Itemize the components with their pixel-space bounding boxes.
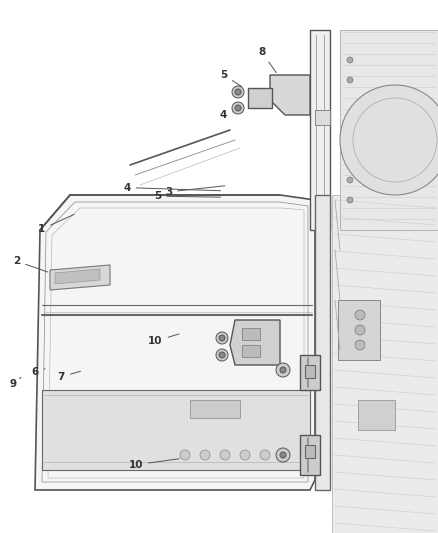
Text: 10: 10: [128, 459, 179, 470]
Circle shape: [347, 77, 353, 83]
Text: 10: 10: [148, 334, 179, 346]
Polygon shape: [340, 30, 438, 230]
Circle shape: [260, 450, 270, 460]
Text: 4: 4: [220, 109, 241, 120]
Polygon shape: [50, 265, 110, 290]
Polygon shape: [332, 195, 438, 533]
Polygon shape: [338, 300, 380, 360]
Circle shape: [232, 102, 244, 114]
Polygon shape: [358, 400, 395, 430]
Polygon shape: [310, 30, 330, 230]
Polygon shape: [230, 320, 280, 365]
Polygon shape: [190, 400, 240, 418]
Circle shape: [219, 335, 225, 341]
Circle shape: [180, 450, 190, 460]
Polygon shape: [242, 345, 260, 357]
Circle shape: [347, 57, 353, 63]
Circle shape: [240, 450, 250, 460]
Polygon shape: [300, 435, 320, 475]
Text: 7: 7: [58, 371, 81, 382]
Circle shape: [235, 89, 241, 95]
Circle shape: [355, 325, 365, 335]
Polygon shape: [35, 195, 315, 490]
Polygon shape: [315, 110, 330, 125]
Polygon shape: [300, 355, 320, 390]
Circle shape: [276, 363, 290, 377]
Polygon shape: [55, 269, 100, 284]
Polygon shape: [305, 365, 315, 378]
Circle shape: [220, 450, 230, 460]
Polygon shape: [242, 328, 260, 340]
Text: 5: 5: [154, 191, 221, 201]
Circle shape: [216, 349, 228, 361]
Circle shape: [232, 86, 244, 98]
Text: 5: 5: [220, 70, 242, 86]
Text: 1: 1: [38, 214, 74, 234]
Text: 4: 4: [124, 183, 221, 192]
Circle shape: [216, 332, 228, 344]
Circle shape: [280, 367, 286, 373]
Circle shape: [355, 310, 365, 320]
Polygon shape: [248, 88, 272, 108]
Circle shape: [280, 452, 286, 458]
Circle shape: [219, 352, 225, 358]
Circle shape: [347, 177, 353, 183]
Polygon shape: [305, 445, 315, 458]
Text: 6: 6: [32, 367, 45, 376]
Polygon shape: [315, 195, 330, 490]
Polygon shape: [270, 75, 310, 115]
Text: 9: 9: [10, 377, 21, 389]
Circle shape: [276, 448, 290, 462]
Circle shape: [347, 197, 353, 203]
Text: 3: 3: [165, 186, 225, 197]
Polygon shape: [42, 390, 310, 470]
Text: 8: 8: [258, 47, 276, 72]
Circle shape: [355, 340, 365, 350]
Circle shape: [340, 85, 438, 195]
Circle shape: [235, 105, 241, 111]
Text: 2: 2: [13, 256, 48, 272]
Circle shape: [200, 450, 210, 460]
